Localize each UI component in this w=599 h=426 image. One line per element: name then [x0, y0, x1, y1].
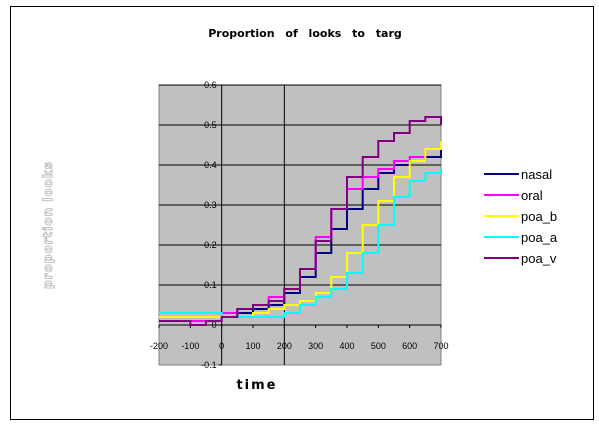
x-tick-label: 500 [371, 341, 386, 351]
x-axis-label: time [236, 378, 277, 393]
chart-title: Proportion of looks to targ [208, 27, 402, 40]
series-line-poa_v [159, 116, 442, 326]
x-tick-label: 300 [308, 341, 323, 351]
y-tick-label: 0.4 [204, 160, 217, 170]
x-tick-label: 200 [277, 341, 292, 351]
x-tick-label: 700 [433, 341, 448, 351]
legend-label-poa_a: poa_a [521, 230, 558, 245]
x-tick-labels: -200 -100 0 100 200 300 400 500 600 700 [150, 341, 449, 351]
y-tick-label: 0 [212, 320, 217, 330]
y-axis-label: proportion looks [41, 161, 55, 289]
legend-label-poa_v: poa_v [521, 251, 557, 266]
x-tick-label: -200 [150, 341, 168, 351]
y-tick-label: 0.5 [204, 120, 217, 130]
legend-label-oral: oral [521, 188, 543, 203]
legend: nasal oral poa_b poa_a poa_v [484, 167, 558, 266]
y-tick-label: 0.2 [204, 240, 217, 250]
y-tick-label: 0.6 [204, 80, 217, 90]
x-tick-label: 600 [402, 341, 417, 351]
y-tick-label: 0.3 [204, 200, 217, 210]
y-tick-labels: -0.1 0 0.1 0.2 0.3 0.4 0.5 0.6 [201, 80, 217, 370]
legend-label-poa_b: poa_b [521, 209, 557, 224]
plot-area [158, 84, 442, 366]
x-tick-label: -100 [181, 341, 199, 351]
legend-label-nasal: nasal [521, 167, 552, 182]
y-tick-label: -0.1 [201, 360, 217, 370]
y-tick-label: 0.1 [204, 280, 217, 290]
x-tick-label: 0 [219, 341, 224, 351]
series-lines [159, 116, 442, 326]
x-tick-label: 100 [245, 341, 260, 351]
x-tick-label: 400 [339, 341, 354, 351]
